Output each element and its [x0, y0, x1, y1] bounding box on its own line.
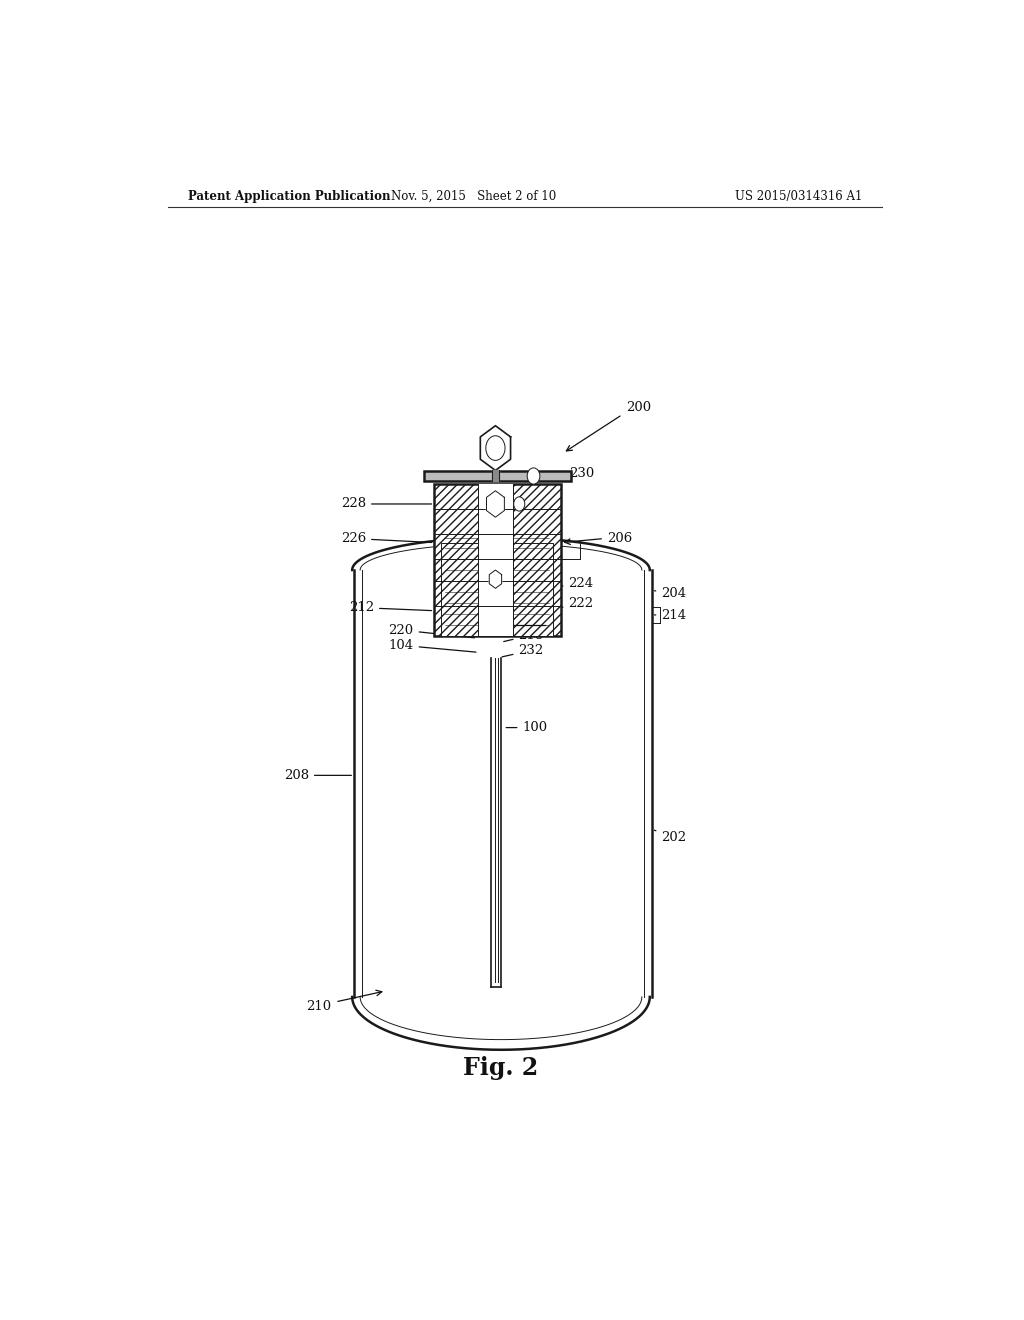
Text: Nov. 5, 2015   Sheet 2 of 10: Nov. 5, 2015 Sheet 2 of 10	[390, 190, 556, 202]
Text: US 2015/0314316 A1: US 2015/0314316 A1	[734, 190, 862, 202]
Text: 204: 204	[654, 587, 686, 599]
Text: 232: 232	[502, 644, 544, 657]
Text: 228: 228	[341, 498, 431, 511]
Polygon shape	[489, 570, 502, 589]
Text: 210: 210	[306, 999, 331, 1012]
Bar	[478, 483, 513, 636]
Text: 202: 202	[654, 830, 686, 843]
Text: 214: 214	[654, 610, 686, 622]
Text: 224: 224	[560, 577, 594, 590]
Bar	[433, 483, 560, 636]
Text: 208: 208	[284, 768, 351, 781]
Polygon shape	[493, 470, 499, 480]
Bar	[513, 543, 553, 636]
Bar	[441, 543, 478, 636]
Circle shape	[514, 496, 524, 511]
Polygon shape	[486, 491, 505, 517]
Polygon shape	[480, 426, 511, 470]
Text: 200: 200	[627, 401, 651, 414]
Text: Patent Application Publication: Patent Application Publication	[187, 190, 390, 202]
Text: 206: 206	[607, 532, 633, 545]
Text: 104: 104	[388, 639, 476, 652]
Text: 220: 220	[388, 623, 474, 638]
Circle shape	[527, 467, 540, 484]
Text: 218: 218	[504, 628, 544, 642]
Text: 222: 222	[560, 597, 594, 610]
Bar	[424, 471, 570, 480]
Text: 216: 216	[502, 605, 540, 618]
Text: 100: 100	[506, 721, 548, 734]
Text: 226: 226	[341, 532, 431, 545]
Bar	[492, 659, 501, 987]
Text: Fig. 2: Fig. 2	[464, 1056, 539, 1080]
Text: 212: 212	[349, 601, 431, 614]
Text: 230: 230	[559, 467, 595, 480]
